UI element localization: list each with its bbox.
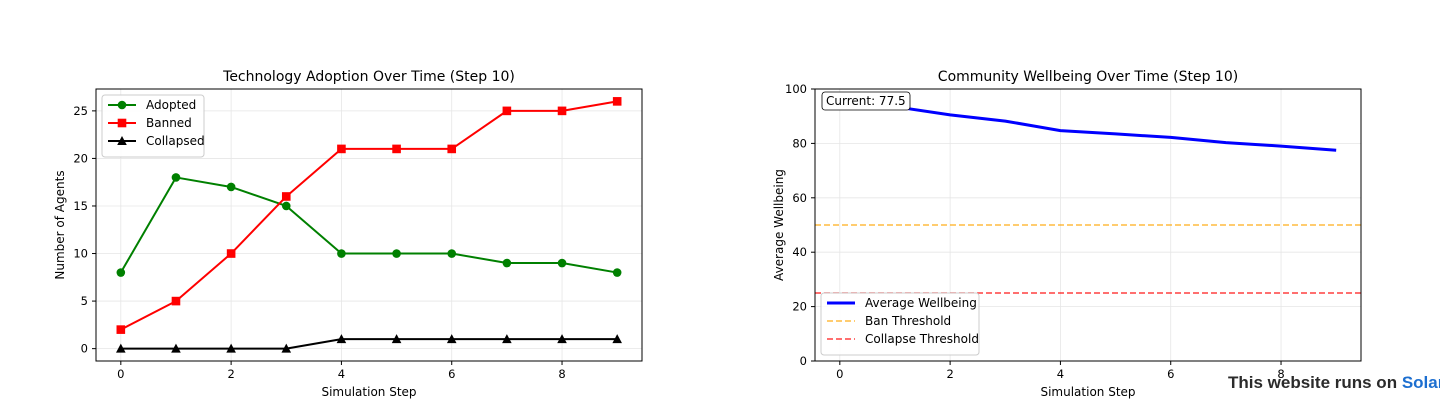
data-point xyxy=(612,97,622,106)
data-point xyxy=(116,268,126,277)
data-point xyxy=(226,249,236,258)
legend-label: Collapse Threshold xyxy=(865,332,979,346)
data-point xyxy=(446,334,457,344)
legend-label: Average Wellbeing xyxy=(865,296,977,310)
data-point xyxy=(557,258,567,268)
x-tick-label: 0 xyxy=(117,367,124,381)
y-tick-label: 20 xyxy=(73,151,88,165)
y-tick-label: 15 xyxy=(73,199,88,213)
footer-banner: This website runs on Solar xyxy=(1228,373,1440,393)
data-point xyxy=(557,334,567,344)
series-line xyxy=(120,338,618,350)
y-tick-label: 10 xyxy=(73,247,88,261)
y-tick-label: 20 xyxy=(792,300,807,314)
data-point xyxy=(447,249,457,258)
x-tick-label: 6 xyxy=(1167,367,1174,381)
legend-label: Collapsed xyxy=(146,134,205,148)
chart-title: Community Wellbeing Over Time (Step 10) xyxy=(938,69,1238,85)
series-line xyxy=(119,176,618,274)
legend: Average Wellbeing Ban Threshold Collapse T… xyxy=(820,292,980,356)
data-point xyxy=(612,334,622,344)
data-point xyxy=(391,334,402,344)
annotation-text: Current: 77.5 xyxy=(826,94,906,108)
plot-frame xyxy=(814,88,1362,362)
x-tick-label: 6 xyxy=(448,367,455,381)
legend-marker xyxy=(117,118,127,128)
footer-prefix: This website runs on xyxy=(1228,373,1402,392)
x-axis-label: Simulation Step xyxy=(1040,385,1135,399)
data-point xyxy=(226,182,236,192)
y-tick-label: 40 xyxy=(792,245,807,259)
y-axis-label: Number of Agents xyxy=(53,170,67,279)
x-tick-label: 4 xyxy=(1057,367,1064,381)
data-point xyxy=(171,296,181,306)
data-point xyxy=(116,343,126,353)
x-tick-label: 8 xyxy=(558,367,565,381)
data-point xyxy=(171,173,181,182)
legend-box xyxy=(820,292,980,356)
legend: Adopted Banned Collapsed xyxy=(101,94,205,158)
data-point xyxy=(337,144,346,154)
series-line xyxy=(120,100,618,331)
y-tick-label: 0 xyxy=(800,354,807,368)
y-tick-label: 5 xyxy=(81,294,88,308)
x-tick-label: 2 xyxy=(227,367,234,381)
data-point xyxy=(447,144,457,154)
data-point xyxy=(336,334,347,344)
data-point xyxy=(557,106,567,116)
data-point xyxy=(226,343,236,353)
legend-label: Ban Threshold xyxy=(865,314,951,328)
data-point xyxy=(502,258,512,268)
data-point xyxy=(502,106,512,116)
data-point xyxy=(612,268,622,277)
y-tick-label: 60 xyxy=(792,191,807,205)
x-tick-label: 2 xyxy=(946,367,953,381)
y-axis-label: Average Wellbeing xyxy=(772,169,786,281)
legend-label: Adopted xyxy=(146,98,196,112)
legend-marker xyxy=(117,136,127,145)
x-tick-label: 0 xyxy=(836,367,843,381)
data-point xyxy=(392,144,401,154)
series-line xyxy=(839,97,1337,152)
y-tick-label: 25 xyxy=(73,104,88,118)
annotation-box xyxy=(821,91,911,111)
x-tick-label: 4 xyxy=(338,367,345,381)
data-point xyxy=(171,343,181,353)
chart-1: 0 2 4 6 8 0 5 10 15 20 25 Technology Adoption Over … xyxy=(53,69,643,399)
x-axis-label: Simulation Step xyxy=(321,385,416,399)
legend-marker xyxy=(117,100,127,110)
data-point xyxy=(392,249,401,258)
data-point xyxy=(281,343,292,353)
legend-label: Banned xyxy=(146,116,192,130)
data-point xyxy=(281,201,291,211)
x-tick-label: 8 xyxy=(1277,367,1284,381)
y-tick-label: 100 xyxy=(785,82,807,96)
y-tick-label: 0 xyxy=(81,342,88,356)
data-point xyxy=(502,334,512,344)
y-tick-label: 80 xyxy=(792,136,807,150)
data-point xyxy=(337,249,346,258)
data-point xyxy=(281,192,291,201)
data-point xyxy=(116,325,126,334)
chart-title: Technology Adoption Over Time (Step 10) xyxy=(222,69,515,85)
footer-brand[interactable]: Solar xyxy=(1401,373,1440,392)
plot-frame xyxy=(95,88,643,362)
